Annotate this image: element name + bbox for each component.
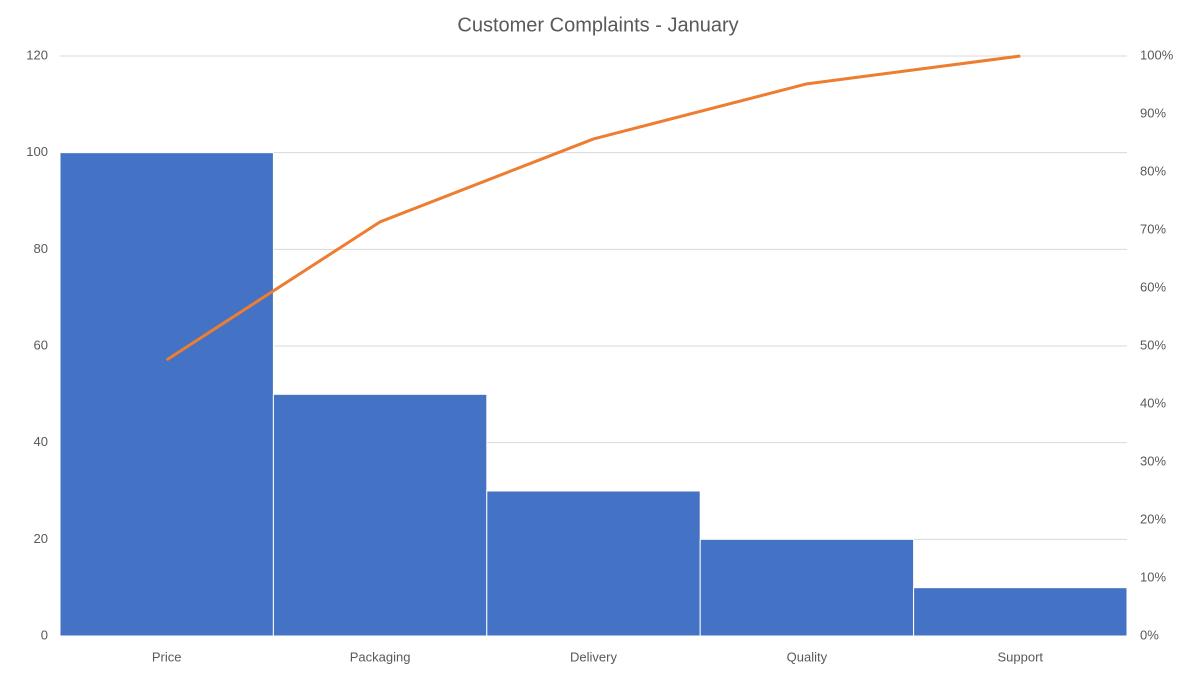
- bar: [59, 152, 274, 637]
- y2-tick-label: 50%: [1140, 337, 1166, 352]
- y2-tick-label: 40%: [1140, 395, 1166, 410]
- y2-tick-label: 100%: [1140, 47, 1174, 62]
- y2-tick-label: 30%: [1140, 453, 1166, 468]
- y2-tick-label: 10%: [1140, 569, 1166, 584]
- x-tick-label: Support: [998, 649, 1044, 664]
- y2-tick-label: 20%: [1140, 511, 1166, 526]
- bar: [486, 490, 701, 637]
- bar: [699, 538, 915, 637]
- y2-tick-label: 80%: [1140, 163, 1166, 178]
- bar: [913, 587, 1128, 637]
- x-tick-label: Packaging: [350, 649, 411, 664]
- y2-tick-label: 90%: [1140, 105, 1166, 120]
- y-tick-label: 60: [34, 337, 48, 352]
- y2-tick-label: 60%: [1140, 279, 1166, 294]
- cumulative-line: [165, 54, 1021, 362]
- y-tick-label: 120: [26, 47, 48, 62]
- x-tick-label: Price: [152, 649, 182, 664]
- bar: [272, 393, 488, 637]
- y-tick-label: 0: [41, 627, 48, 642]
- y-tick-label: 40: [34, 434, 48, 449]
- y2-tick-label: 70%: [1140, 221, 1166, 236]
- chart-title: Customer Complaints - January: [457, 14, 738, 36]
- y-tick-label: 80: [34, 241, 48, 256]
- x-tick-label: Quality: [787, 649, 828, 664]
- x-tick-label: Delivery: [570, 649, 617, 664]
- y-tick-label: 100: [26, 144, 48, 159]
- y-tick-label: 20: [34, 531, 48, 546]
- y2-tick-label: 0%: [1140, 627, 1159, 642]
